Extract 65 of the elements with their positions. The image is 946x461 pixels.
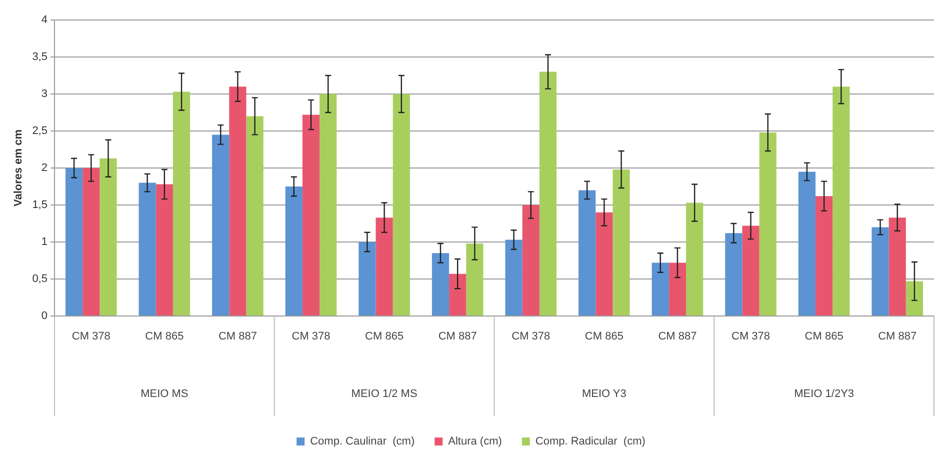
bar <box>522 205 540 316</box>
bar <box>156 184 173 316</box>
text: MEIO MS <box>140 388 188 400</box>
legend-label: Comp. Radicular (cm) <box>535 436 646 448</box>
y-axis-title: Valores em cm <box>12 129 25 207</box>
bar <box>759 132 776 316</box>
bar <box>578 190 596 316</box>
bar <box>686 202 704 316</box>
x-tick-label: CM 378 <box>72 330 110 343</box>
bar <box>246 116 264 316</box>
y-tick-label: 1,5 <box>32 199 48 212</box>
bar <box>596 212 613 316</box>
bar <box>138 182 156 316</box>
bar <box>668 262 686 316</box>
bar <box>906 281 924 316</box>
x-tick-label: CM 378 <box>512 330 550 343</box>
y-tick-label: 3,5 <box>32 51 48 64</box>
x-tick-label: CM 378 <box>292 330 330 343</box>
bar <box>320 94 337 316</box>
y-tick-label: 2,5 <box>32 125 48 138</box>
y-tick-label: 4 <box>41 14 48 26</box>
y-tick-label: 0,5 <box>32 273 48 286</box>
x-tick-label: CM 378 <box>732 330 770 343</box>
y-tick-label: 0 <box>41 310 48 322</box>
text: MEIO Y3 <box>582 388 626 400</box>
bar <box>816 196 833 316</box>
legend-label: Comp. Caulinar (cm) <box>310 436 415 448</box>
bar <box>612 169 630 316</box>
x-tick-label: CM 865 <box>365 330 404 343</box>
x-tick-label: CM 865 <box>804 330 844 343</box>
x-tick-label: CM 865 <box>145 330 184 343</box>
bar <box>872 227 889 316</box>
bar <box>888 218 906 316</box>
bar <box>302 114 320 316</box>
bar <box>432 253 450 316</box>
bar <box>798 172 816 316</box>
bar <box>100 158 117 316</box>
bar <box>539 72 557 316</box>
legend-label: Altura (cm) <box>448 436 502 448</box>
x-tick-label: CM 887 <box>438 330 477 343</box>
bar <box>652 262 669 316</box>
y-tick-label: 1 <box>41 236 48 248</box>
bar <box>392 94 410 316</box>
bar <box>212 134 230 316</box>
bar <box>172 92 190 316</box>
bar <box>505 240 522 316</box>
x-tick-label: CM 865 <box>584 330 624 343</box>
bar <box>832 86 850 316</box>
bar <box>742 226 760 316</box>
bar <box>285 186 302 316</box>
bar <box>376 218 393 316</box>
bar <box>725 233 742 316</box>
y-tick-label: 3 <box>41 88 48 100</box>
bar <box>65 168 83 316</box>
bar <box>449 274 466 316</box>
y-tick-label: 2 <box>41 162 48 174</box>
bar <box>358 242 376 316</box>
text: MEIO 1/2Y3 <box>794 388 854 400</box>
bar <box>466 243 484 316</box>
bar <box>82 168 100 316</box>
x-tick-label: CM 887 <box>878 330 917 343</box>
x-tick-label: CM 887 <box>218 330 257 343</box>
bar <box>229 86 246 316</box>
text: MEIO 1/2 MS <box>351 388 418 400</box>
x-tick-label: CM 887 <box>658 330 697 343</box>
